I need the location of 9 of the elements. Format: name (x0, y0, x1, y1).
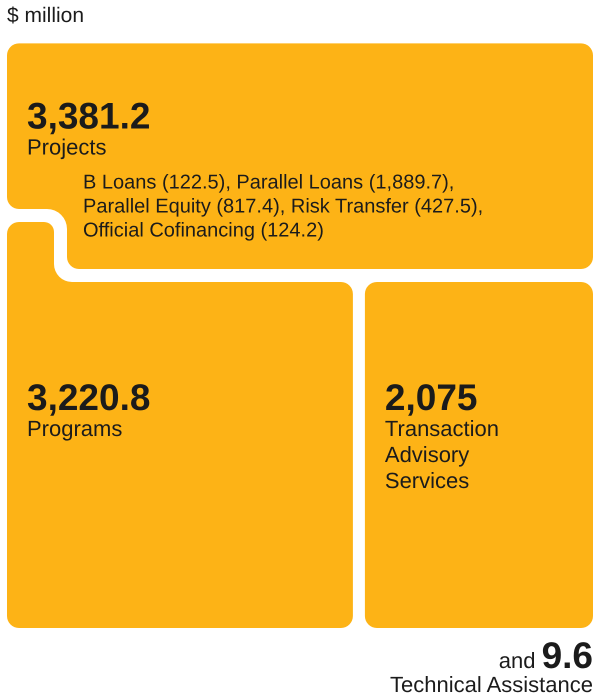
category-label: Projects (27, 134, 106, 160)
category-label: Transaction Advisory Services (384, 416, 500, 493)
text: $ million (7, 4, 84, 27)
data-label: 2,075 (384, 377, 478, 418)
category-label: Programs (27, 416, 122, 441)
text: and (498, 648, 542, 673)
data-label: 3,381.2 (27, 95, 150, 136)
text: B Loans (122.5), Parallel Loans (1,889.7), Parallel Equity (817.4), Risk Transfer (427.5), Official Cofinancing (124.2) (83, 171, 484, 242)
data-label: 3,220.8 (27, 377, 150, 418)
